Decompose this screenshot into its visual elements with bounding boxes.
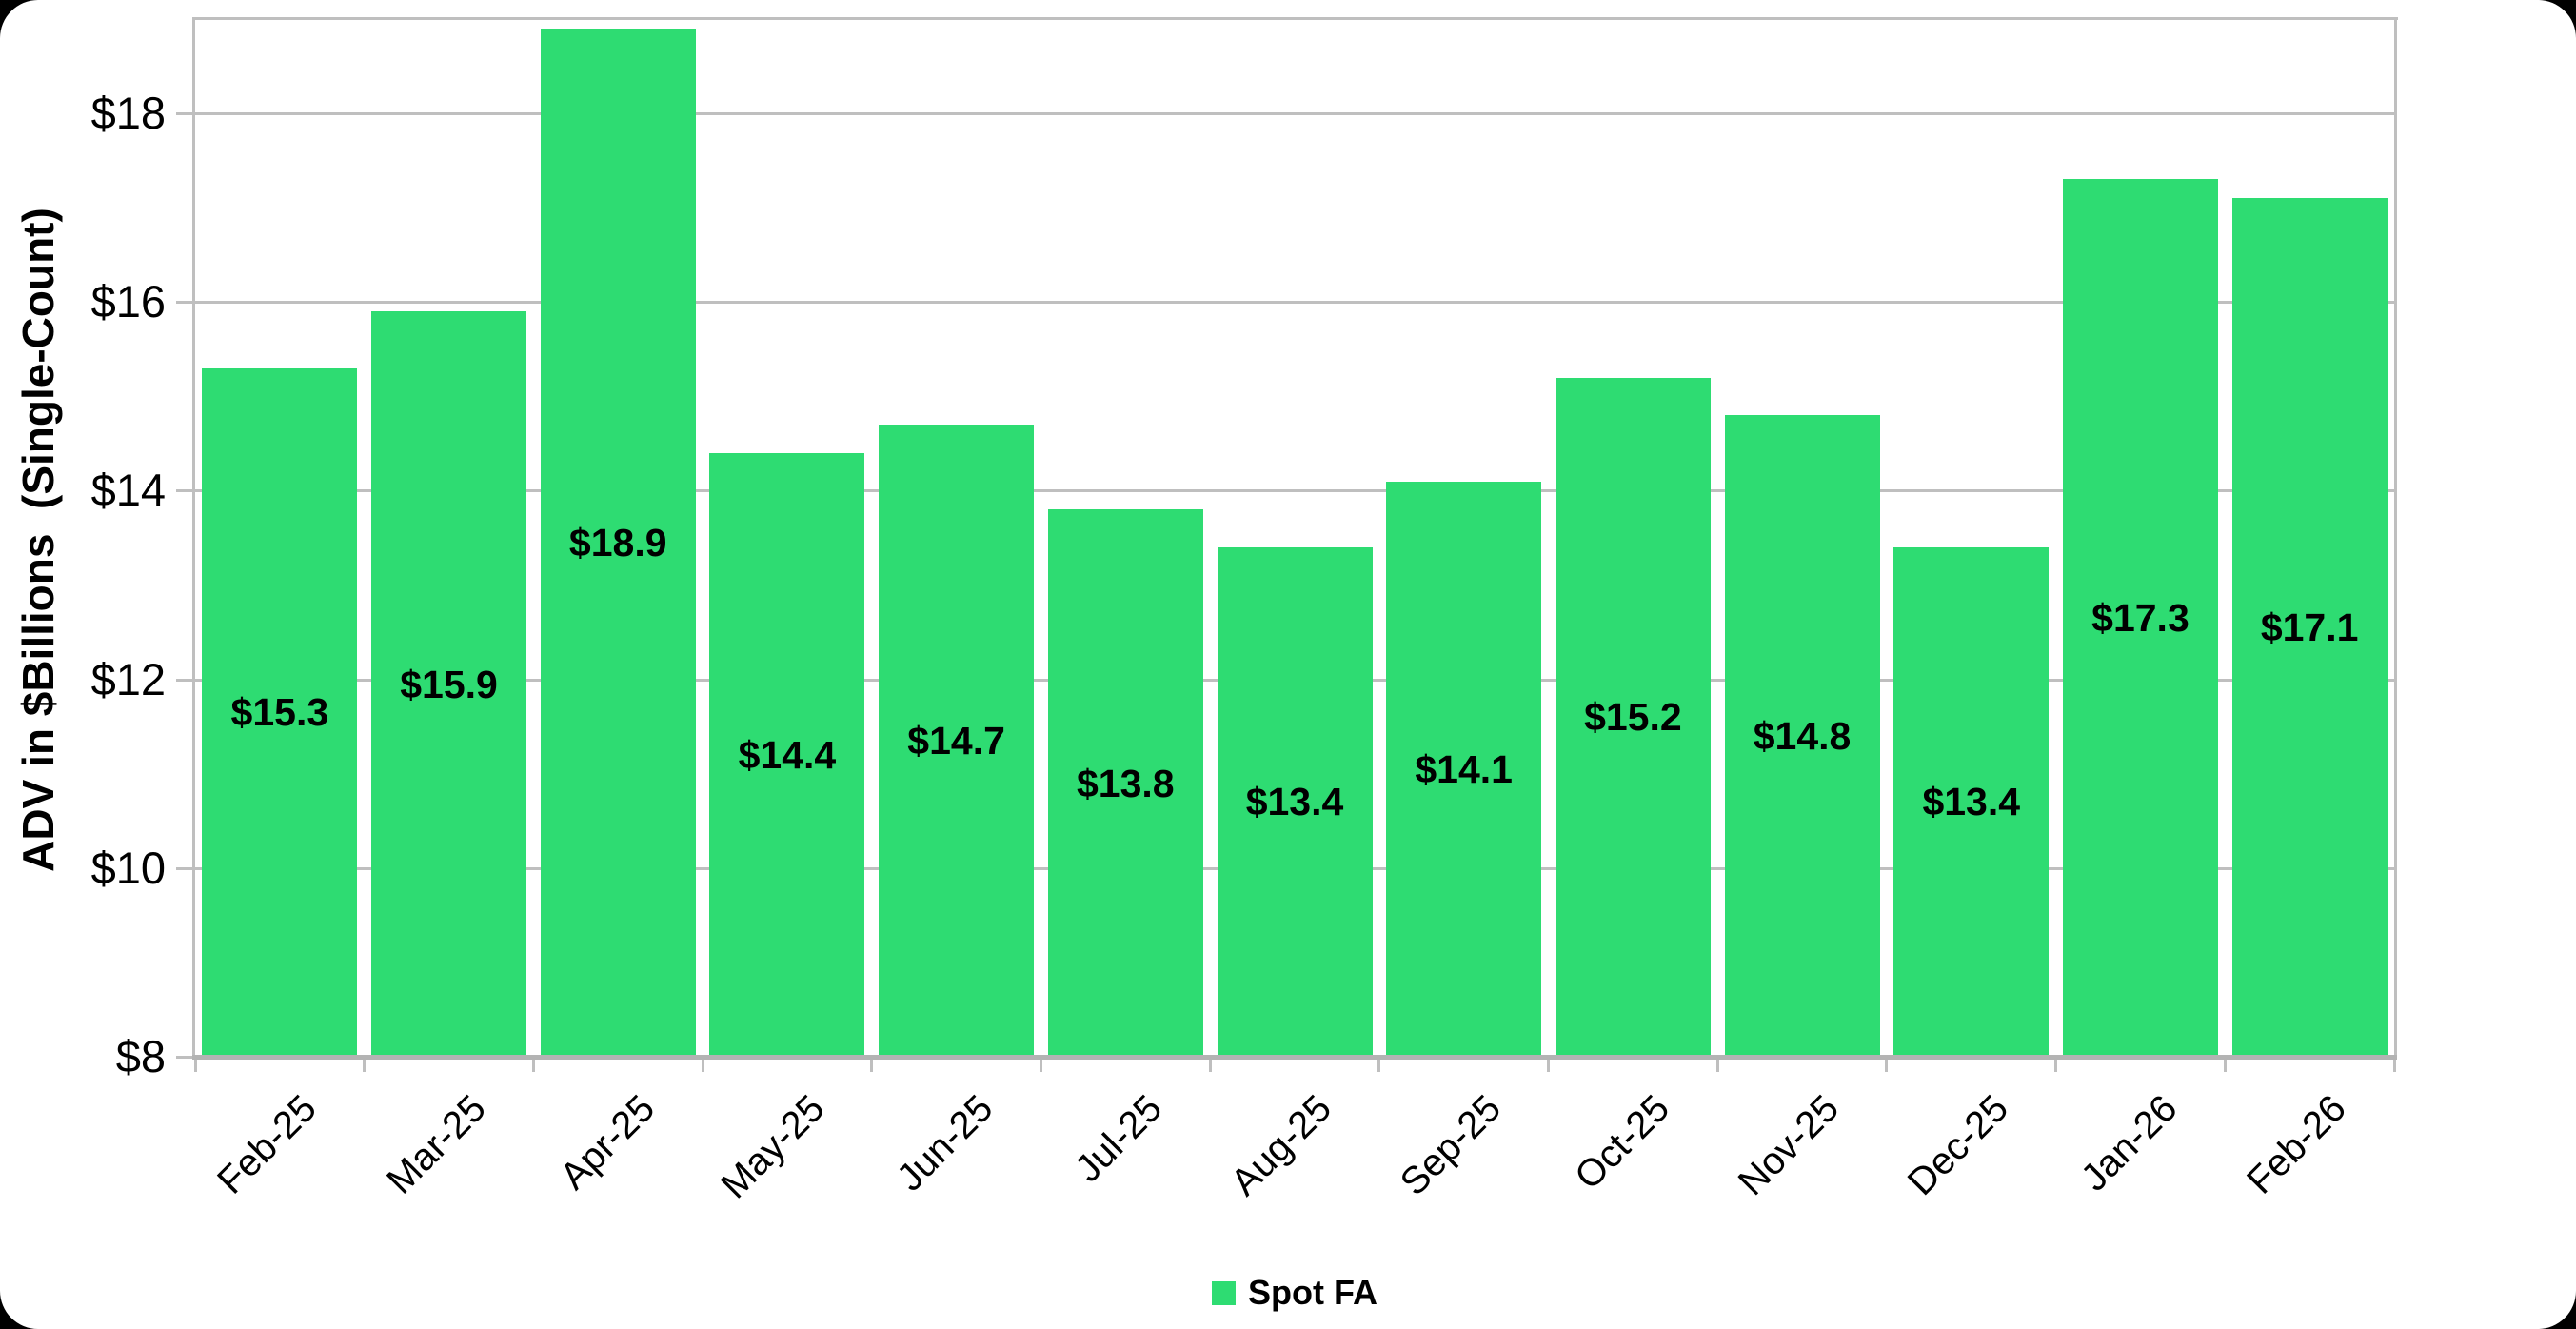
x-tick-mark	[1715, 1057, 1719, 1072]
x-tick-mark	[1377, 1057, 1381, 1072]
bar-value-label: $14.8	[1753, 714, 1852, 759]
x-tick-mark	[1208, 1057, 1212, 1072]
x-axis-label: Jan-26	[2072, 1087, 2186, 1200]
gridline	[195, 301, 2394, 305]
bar	[879, 425, 1035, 1057]
bar-value-label: $14.7	[907, 719, 1005, 764]
x-axis-label: May-25	[712, 1087, 833, 1207]
x-tick-mark	[193, 1057, 197, 1072]
x-tick-mark	[870, 1057, 874, 1072]
bar	[709, 452, 865, 1057]
x-tick-mark	[2223, 1057, 2227, 1072]
bar-value-label: $13.4	[1922, 780, 2021, 824]
x-tick-mark	[2054, 1057, 2058, 1072]
bar	[1724, 415, 1880, 1057]
bar-value-label: $15.2	[1584, 695, 1682, 740]
bar	[1386, 481, 1542, 1057]
bar-value-label: $15.9	[400, 662, 498, 706]
bar	[1217, 546, 1373, 1057]
bar-value-label: $15.3	[230, 690, 329, 735]
x-axis-label: Jun-25	[889, 1087, 1001, 1200]
plot-border-left	[192, 17, 195, 1057]
bar	[371, 311, 527, 1057]
y-tick-mark	[176, 301, 195, 305]
x-axis-label: Apr-25	[552, 1087, 664, 1199]
y-tick-label: $18	[90, 88, 166, 139]
y-tick-label: $16	[90, 276, 166, 327]
y-tick-mark	[176, 678, 195, 682]
plot-border-right	[2394, 17, 2397, 1057]
bar	[540, 28, 696, 1057]
bar-value-label: $13.4	[1245, 780, 1344, 824]
bar	[1555, 377, 1711, 1057]
x-axis-label: Feb-26	[2239, 1087, 2355, 1202]
bar-value-label: $17.1	[2260, 605, 2359, 650]
legend: Spot FA	[195, 1268, 2394, 1318]
bar-value-label: $14.1	[1415, 746, 1513, 791]
y-tick-label: $14	[90, 465, 166, 516]
x-tick-mark	[1039, 1057, 1042, 1072]
bar	[2062, 179, 2218, 1057]
bar	[2231, 198, 2388, 1057]
y-tick-mark	[176, 1056, 195, 1059]
x-axis-line	[192, 1055, 2397, 1060]
gridline	[195, 489, 2394, 493]
bar-value-label: $14.4	[738, 732, 837, 777]
bar	[1047, 509, 1203, 1057]
x-tick-mark	[701, 1057, 704, 1072]
bar	[1893, 546, 2050, 1057]
y-tick-mark	[176, 866, 195, 870]
y-tick-label: $12	[90, 653, 166, 704]
x-tick-mark	[1885, 1057, 1889, 1072]
plot-border-top	[195, 17, 2398, 20]
x-axis-label: Mar-25	[378, 1087, 494, 1202]
y-tick-label: $8	[115, 1031, 166, 1081]
x-axis-label: Aug-25	[1222, 1087, 1340, 1204]
x-tick-mark	[363, 1057, 367, 1072]
x-axis-label: Jul-25	[1067, 1087, 1171, 1191]
x-axis-label: Oct-25	[1567, 1087, 1678, 1198]
y-tick-mark	[176, 112, 195, 116]
bar	[202, 367, 358, 1057]
x-tick-mark	[2392, 1057, 2396, 1072]
x-axis-label: Dec-25	[1899, 1087, 2016, 1204]
bar-value-label: $18.9	[568, 520, 667, 565]
y-tick-label: $10	[90, 842, 166, 893]
legend-series-label: Spot FA	[1248, 1273, 1377, 1312]
x-axis-label: Feb-25	[209, 1087, 325, 1202]
x-tick-mark	[1547, 1057, 1551, 1072]
bar-value-label: $17.3	[2091, 596, 2190, 641]
gridline	[195, 112, 2394, 116]
x-tick-mark	[531, 1057, 535, 1072]
legend-color-swatch	[1212, 1280, 1236, 1305]
bar-value-label: $13.8	[1076, 761, 1175, 805]
x-axis-label: Nov-25	[1730, 1087, 1848, 1204]
y-tick-mark	[176, 489, 195, 493]
x-axis-label: Sep-25	[1392, 1087, 1509, 1204]
